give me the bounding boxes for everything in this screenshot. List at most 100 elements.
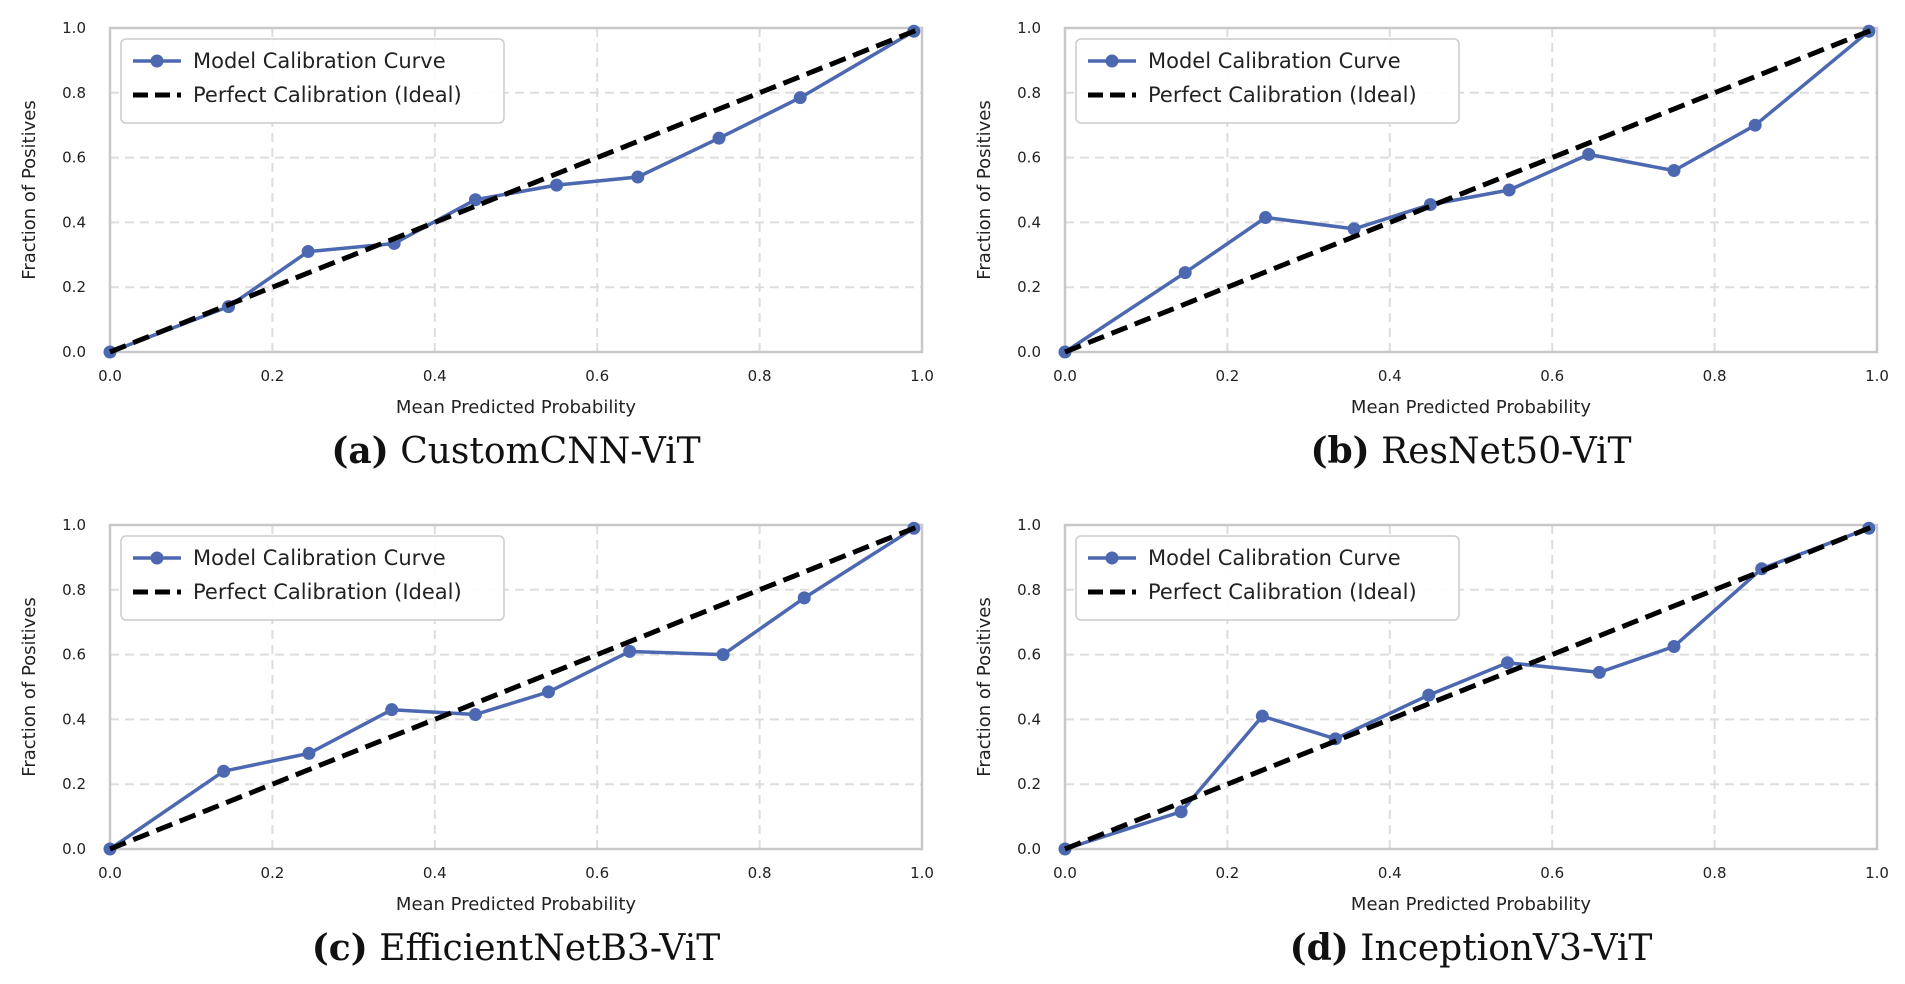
y-axis-label: Fraction of Positives <box>19 100 40 279</box>
x-tick-label: 1.0 <box>1865 864 1889 882</box>
x-tick-label: 0.2 <box>1215 864 1239 882</box>
y-tick-label: 0.2 <box>1017 775 1041 793</box>
y-tick-label: 0.0 <box>1017 343 1041 361</box>
y-tick-label: 0.4 <box>62 213 86 231</box>
y-tick-label: 0.4 <box>1017 710 1041 728</box>
legend-label: Model Calibration Curve <box>193 546 446 570</box>
legend-label: Model Calibration Curve <box>1148 546 1401 570</box>
chart-panel-d: 0.0 0.2 0.4 0.6 0.8 1.0 0.0 0.2 0.4 0.6 0.8 1.0 Mean… <box>974 516 1889 969</box>
x-tick-label: 1.0 <box>910 367 934 385</box>
legend-box <box>120 535 505 621</box>
calibration-point <box>1748 118 1762 132</box>
y-tick-label: 0.8 <box>62 84 86 102</box>
x-tick-label: 0.8 <box>748 864 772 882</box>
calibration-curve-line <box>1064 526 1870 851</box>
caption-title: EfficientNetB3-ViT <box>379 928 720 969</box>
calibration-point <box>541 685 555 699</box>
calibration-curve-line <box>109 526 915 851</box>
calibration-point <box>1667 640 1681 653</box>
x-tick-label: 0.4 <box>1378 864 1402 882</box>
x-axis-label: Mean Predicted Probability <box>396 397 636 418</box>
x-tick-label: 0.4 <box>1378 367 1402 385</box>
legend-marker <box>150 54 164 68</box>
y-tick-label: 0.0 <box>62 343 86 361</box>
y-tick-label: 1.0 <box>1017 19 1041 37</box>
chart-panel-b: 0.0 0.2 0.4 0.6 0.8 1.0 0.0 0.2 0.4 0.6 0.8 1.0 Mean… <box>974 19 1889 472</box>
calibration-point <box>468 193 482 207</box>
x-tick-label: 0.0 <box>98 864 122 882</box>
x-tick-label: 1.0 <box>1865 367 1889 385</box>
legend-label: Perfect Calibration (Ideal) <box>193 580 462 604</box>
y-tick-label: 0.2 <box>62 775 86 793</box>
y-tick-label: 0.8 <box>62 581 86 599</box>
x-axis-label: Mean Predicted Probability <box>396 894 636 915</box>
calibration-point <box>1592 665 1606 679</box>
ideal-calibration-line <box>109 25 923 355</box>
x-tick-label: 0.0 <box>1053 864 1077 882</box>
plot-frame <box>108 26 924 354</box>
y-tick-label: 0.6 <box>1017 646 1041 664</box>
calibration-point <box>217 764 231 778</box>
x-axis-label: Mean Predicted Probability <box>1351 894 1591 915</box>
caption-label: (c) <box>312 927 368 969</box>
calibration-point <box>301 245 315 259</box>
y-tick-label: 0.2 <box>62 278 86 296</box>
caption-label: (a) <box>331 430 388 472</box>
calibration-point <box>1501 656 1515 670</box>
calibration-curve-line <box>1064 29 1871 354</box>
x-tick-label: 0.6 <box>585 864 609 882</box>
calibration-point <box>550 178 564 192</box>
subfigure-caption: (a) CustomCNN-ViT <box>331 430 700 472</box>
y-axis-label: Fraction of Positives <box>974 597 995 776</box>
caption-label: (d) <box>1290 927 1349 969</box>
legend-box <box>120 38 505 124</box>
caption-space <box>368 928 379 969</box>
y-axis-label: Fraction of Positives <box>19 597 40 776</box>
y-tick-label: 0.4 <box>1017 213 1041 231</box>
calibration-point <box>793 91 807 105</box>
chart-panel-c: 0.0 0.2 0.4 0.6 0.8 1.0 0.0 0.2 0.4 0.6 0.8 1.0 Mean… <box>19 516 934 969</box>
x-tick-label: 0.6 <box>585 367 609 385</box>
calibration-point <box>1502 183 1516 197</box>
subfigure-caption: (c) EfficientNetB3-ViT <box>312 927 721 969</box>
ideal-calibration-line <box>1064 522 1878 852</box>
y-axis-label: Fraction of Positives <box>974 100 995 279</box>
y-tick-label: 0.6 <box>62 149 86 167</box>
x-axis-label: Mean Predicted Probability <box>1351 397 1591 418</box>
y-tick-label: 0.8 <box>1017 581 1041 599</box>
calibration-point <box>797 591 811 605</box>
ideal-calibration-line <box>109 522 923 852</box>
x-tick-label: 0.8 <box>1703 864 1727 882</box>
legend-box <box>1075 535 1460 621</box>
calibration-point <box>631 170 645 184</box>
legend-label: Perfect Calibration (Ideal) <box>1148 580 1417 604</box>
x-tick-label: 0.0 <box>1053 367 1077 385</box>
plot-frame <box>1063 523 1879 851</box>
plot-frame <box>1063 26 1879 354</box>
caption-space <box>1370 431 1381 472</box>
x-tick-label: 0.0 <box>98 367 122 385</box>
calibration-point <box>1255 709 1269 723</box>
x-tick-label: 0.2 <box>260 864 284 882</box>
subfigure-caption: (d) InceptionV3-ViT <box>1290 927 1653 969</box>
x-tick-label: 0.8 <box>1703 367 1727 385</box>
calibration-point <box>468 708 482 722</box>
calibration-point <box>623 644 637 658</box>
calibration-point <box>1174 805 1188 819</box>
legend-label: Model Calibration Curve <box>193 49 446 73</box>
legend-marker <box>1105 551 1119 565</box>
calibration-point <box>716 648 730 662</box>
x-tick-label: 0.4 <box>423 367 447 385</box>
calibration-point <box>302 746 316 760</box>
calibration-point <box>1347 222 1361 236</box>
y-tick-label: 1.0 <box>62 19 86 37</box>
legend-label: Perfect Calibration (Ideal) <box>1148 83 1417 107</box>
calibration-point <box>712 131 726 145</box>
x-tick-label: 0.6 <box>1540 367 1564 385</box>
caption-space <box>389 431 400 472</box>
y-tick-label: 1.0 <box>1017 516 1041 534</box>
x-tick-label: 0.4 <box>423 864 447 882</box>
calibration-point <box>1178 266 1192 280</box>
y-tick-label: 0.6 <box>62 646 86 664</box>
